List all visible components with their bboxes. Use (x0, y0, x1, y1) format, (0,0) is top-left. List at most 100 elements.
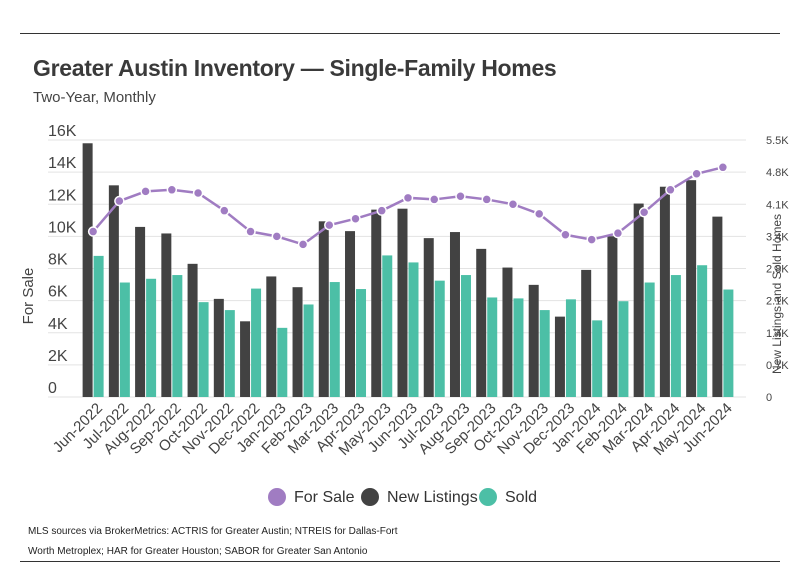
sold-bar (277, 327, 288, 397)
for-sale-point (192, 187, 204, 199)
new-listings-bar (292, 287, 303, 397)
y2-tick-label: 3.4K (766, 231, 789, 243)
legend-marker (479, 488, 497, 506)
sold-bar (198, 302, 209, 397)
for-sale-point (428, 194, 440, 205)
y-tick-label: 8K (48, 252, 68, 269)
for-sale-point (638, 207, 650, 218)
new-listings-bar (659, 186, 670, 397)
for-sale-point (691, 168, 702, 179)
for-sale-point (455, 190, 466, 202)
sold-bar (224, 310, 235, 397)
new-listings-bar (712, 216, 723, 397)
source-footnote: MLS sources via BrokerMetrics: ACTRIS fo… (28, 526, 398, 557)
new-listings-bar (371, 209, 382, 397)
new-listings-bar (318, 221, 329, 397)
y-tick-label: 0 (48, 380, 57, 397)
sold-bar (723, 289, 734, 397)
for-sale-point (481, 194, 492, 205)
y-tick-label: 2K (48, 348, 68, 365)
new-listings-bar (554, 316, 565, 397)
for-sale-line (92, 166, 724, 246)
new-listings-bar (135, 226, 146, 397)
legend-label: For Sale (294, 489, 355, 506)
for-sale-point (245, 226, 256, 237)
for-sale-point (350, 213, 361, 224)
chart-subtitle: Two-Year, Monthly (33, 89, 156, 106)
y-axis-title: For Sale (20, 268, 37, 325)
top-rule (20, 33, 780, 34)
for-sale-point (140, 186, 151, 197)
y-tick-label: 14K (48, 155, 77, 172)
for-sale-point (114, 195, 125, 207)
new-listings-bar (528, 284, 539, 397)
y2-tick-label: 2.1K (766, 296, 789, 308)
chart-title: Greater Austin Inventory — Single-Family… (33, 55, 557, 81)
sold-bar (93, 255, 104, 397)
new-listings-bar (397, 208, 408, 397)
for-sale-point (376, 205, 388, 216)
y2-tick-label: 5.5K (766, 135, 789, 147)
new-listings-bar (213, 298, 224, 397)
new-listings-bar (108, 185, 119, 397)
sold-bar (119, 282, 130, 397)
for-sale-point (560, 229, 571, 241)
sold-bar (460, 275, 471, 397)
sold-bar (146, 278, 157, 397)
sold-bar (303, 304, 314, 397)
legend-marker (361, 488, 379, 506)
sold-bar (565, 299, 576, 397)
legend-marker (268, 488, 286, 506)
for-sale-point (87, 226, 99, 237)
y-tick-label: 16K (48, 123, 77, 140)
new-listings-bar (633, 203, 644, 397)
sold-bar (487, 297, 498, 397)
for-sale-point (533, 208, 545, 220)
new-listings-bar (607, 236, 618, 397)
new-listings-bar (82, 143, 93, 397)
new-listings-bar (266, 276, 277, 397)
legend-label: Sold (505, 489, 537, 506)
chart-area: 0 2K 4K 6K 8K 10K 12K 14K 16K 0 0.7K 1.4K 2.1K 2.8K 3.… (20, 123, 789, 506)
for-sale-point (665, 184, 676, 196)
for-sale-point (324, 219, 335, 231)
bottom-rule (20, 561, 780, 562)
sold-bar (408, 262, 419, 397)
sold-bar (251, 288, 262, 397)
new-listings-bar (423, 238, 434, 397)
new-listings-bar (345, 231, 356, 397)
y2-tick-label: 1.4K (766, 328, 789, 340)
for-sale-point (219, 205, 230, 216)
y-tick-label: 6K (48, 284, 68, 301)
for-sale-point (297, 239, 309, 250)
for-sale-point (166, 184, 178, 196)
for-sale-point (271, 231, 283, 242)
y2-tick-label: 4.1K (766, 199, 789, 211)
sold-bar (644, 282, 655, 397)
sold-bar (670, 275, 681, 397)
new-listings-bar (686, 180, 697, 397)
sold-bar (513, 298, 524, 397)
y2-axis-title: New Listings and Sold Homes (770, 214, 784, 374)
sold-bar (356, 289, 367, 397)
y2-tick-label: 4.8K (766, 167, 789, 179)
new-listings-bar (240, 321, 251, 397)
new-listings-bar (476, 248, 487, 397)
sold-bar (539, 310, 550, 397)
for-sale-point (586, 234, 597, 245)
for-sale-point (507, 199, 519, 210)
sold-bar (329, 282, 340, 397)
new-listings-bar (449, 232, 460, 397)
sold-bar (434, 280, 445, 397)
sold-bar (382, 255, 393, 397)
sold-bar (697, 265, 708, 397)
y2-tick-label: 2.8K (766, 264, 789, 276)
y-tick-label: 10K (48, 219, 77, 236)
new-listings-bar (502, 267, 513, 397)
sold-bar (618, 301, 629, 397)
for-sale-point (402, 192, 414, 204)
y2-tick-label: 0.7K (766, 360, 789, 372)
new-listings-bar (581, 269, 592, 397)
new-listings-bar (187, 263, 198, 397)
y-tick-label: 4K (48, 316, 68, 333)
